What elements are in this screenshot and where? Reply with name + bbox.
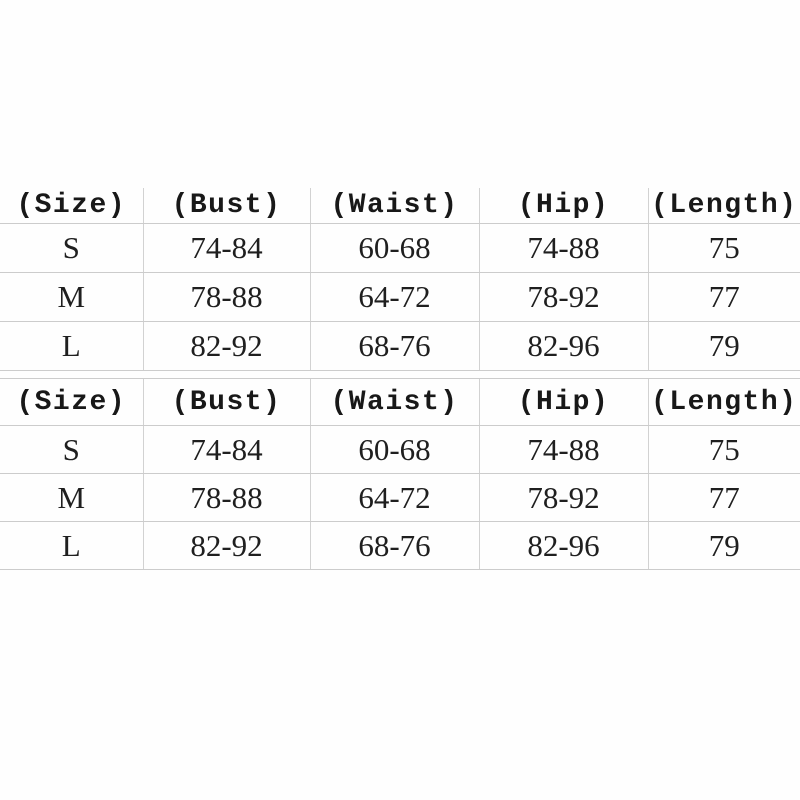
measurement-cell: 82-92 [142,321,310,371]
size-label-cell: S [0,223,143,273]
col-header-hip: (Hip) [478,188,648,224]
size-label-cell: S [0,425,143,474]
measurement-cell: 79 [647,321,800,371]
measurement-cell: 77 [647,473,800,522]
measurement-cell: 78-88 [142,473,310,522]
col-header-waist: (Waist) [309,188,479,224]
col-header-length: (Length) [647,188,800,224]
size-table-top: (Size) (Bust) (Waist) (Hip) (Length) S 74-84 60… [0,188,800,371]
measurement-cell: 68-76 [309,321,479,371]
header-row: (Size) (Bust) (Waist) (Hip) (Length) [0,188,800,224]
measurement-cell: 64-72 [309,272,479,322]
col-header-length: (Length) [647,378,800,426]
measurement-cell: 60-68 [309,223,479,273]
measurement-cell: 79 [647,521,800,570]
size-label-cell: L [0,521,143,570]
col-header-bust: (Bust) [142,378,310,426]
size-table-bottom: (Size) (Bust) (Waist) (Hip) (Length) S 74-84 60… [0,378,800,570]
measurement-cell: 78-92 [478,473,648,522]
measurement-cell: 74-84 [142,223,310,273]
size-row-m: M 78-88 64-72 78-92 77 [0,473,800,522]
col-header-hip: (Hip) [478,378,648,426]
size-row-s: S 74-84 60-68 74-88 75 [0,223,800,273]
size-label-cell: M [0,272,143,322]
measurement-cell: 74-84 [142,425,310,474]
measurement-cell: 75 [647,425,800,474]
measurement-cell: 75 [647,223,800,273]
measurement-cell: 77 [647,272,800,322]
measurement-cell: 78-92 [478,272,648,322]
measurement-cell: 82-96 [478,321,648,371]
measurement-cell: 74-88 [478,223,648,273]
header-row: (Size) (Bust) (Waist) (Hip) (Length) [0,378,800,426]
col-header-size: (Size) [0,188,143,224]
col-header-bust: (Bust) [142,188,310,224]
col-header-waist: (Waist) [309,378,479,426]
size-row-m: M 78-88 64-72 78-92 77 [0,272,800,322]
measurement-cell: 60-68 [309,425,479,474]
col-header-size: (Size) [0,378,143,426]
measurement-cell: 82-92 [142,521,310,570]
measurement-cell: 78-88 [142,272,310,322]
size-label-cell: L [0,321,143,371]
measurement-cell: 68-76 [309,521,479,570]
size-label-cell: M [0,473,143,522]
measurement-cell: 64-72 [309,473,479,522]
measurement-cell: 82-96 [478,521,648,570]
size-row-l: L 82-92 68-76 82-96 79 [0,521,800,570]
measurement-cell: 74-88 [478,425,648,474]
size-row-l: L 82-92 68-76 82-96 79 [0,321,800,371]
size-row-s: S 74-84 60-68 74-88 75 [0,425,800,474]
